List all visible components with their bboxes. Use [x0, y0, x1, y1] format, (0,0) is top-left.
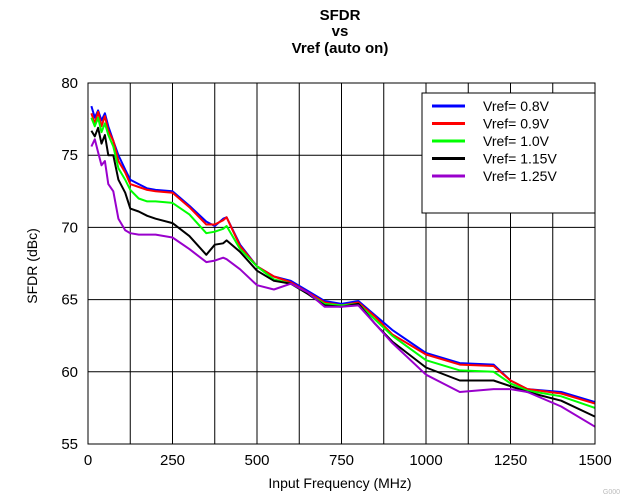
series-line: [90, 116, 596, 409]
data-series: [90, 105, 596, 428]
y-tick-label: 75: [61, 147, 78, 164]
x-axis-label: Input Frequency (MHz): [268, 475, 411, 491]
y-tick-label: 80: [61, 75, 78, 92]
legend-entry-label: Vref= 0.8V: [483, 98, 550, 114]
y-tick-label: 55: [61, 436, 78, 453]
x-tick-label: 750: [329, 452, 354, 469]
x-tick-label: 0: [84, 452, 92, 469]
x-tick-label: 500: [244, 452, 269, 469]
y-tick-label: 60: [61, 364, 78, 381]
series-line: [90, 110, 596, 405]
y-axis-label: SFDR (dBc): [24, 228, 40, 303]
x-tick-label: 250: [160, 452, 185, 469]
x-tick-label: 1500: [578, 452, 611, 469]
x-tick-label: 1000: [409, 452, 442, 469]
legend-entry-label: Vref= 1.15V: [483, 151, 557, 167]
series-line: [90, 138, 596, 428]
legend-box: [421, 92, 596, 214]
legend-entry-label: Vref= 1.0V: [483, 133, 550, 149]
chart-title-line-3: Vref (auto on): [292, 40, 389, 57]
series-line: [90, 126, 596, 418]
y-tick-label: 65: [61, 292, 78, 309]
legend-entry-label: Vref= 0.9V: [483, 116, 550, 132]
legend-entry-label: Vref= 1.25V: [483, 168, 557, 184]
chart-title-line-1: SFDR: [320, 7, 361, 24]
axis-tick-labels: 0 250 500 750 1000 1250 1500 55 60 65 70 75 80: [61, 75, 611, 469]
chart-title: SFDR vs Vref (auto on): [292, 7, 389, 57]
chart-title-line-2: vs: [332, 23, 349, 40]
y-tick-label: 70: [61, 219, 78, 236]
x-tick-label: 1250: [494, 452, 527, 469]
plot-frame: [87, 82, 596, 445]
watermark-code: G000: [603, 489, 620, 496]
